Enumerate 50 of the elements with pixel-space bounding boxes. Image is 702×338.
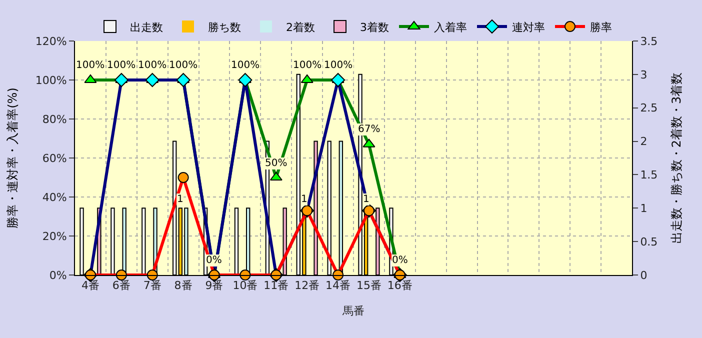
x-axis-title: 馬番	[342, 304, 364, 318]
legend-label: 3着数	[360, 20, 389, 34]
x-tick-label: 14番	[326, 279, 351, 292]
data-label: 100%	[324, 60, 353, 71]
data-label: 100%	[76, 60, 105, 71]
x-tick-label: 6番	[112, 279, 130, 292]
data-label: 0%	[206, 255, 222, 266]
data-label: 100%	[138, 60, 167, 71]
y2-tick-label: 0	[640, 268, 648, 282]
y-tick-label: 100%	[35, 74, 67, 87]
data-label: 100%	[231, 60, 260, 71]
x-tick-label: 15番	[356, 279, 382, 292]
y-tick-label: 120%	[35, 34, 67, 48]
y-tick-label: 40%	[42, 190, 67, 204]
data-label: 100%	[293, 60, 322, 71]
x-tick-label: 9番	[205, 279, 224, 292]
y-tick-label: 0%	[49, 268, 67, 282]
y2-axis-title: 出走数・勝ち数・2着数・3着数	[670, 72, 684, 244]
x-tick-label: 7番	[143, 279, 162, 292]
y-tick-label: 20%	[42, 230, 67, 243]
data-label: 1	[177, 194, 184, 205]
data-label: 100%	[107, 60, 136, 71]
legend-label: 連対率	[512, 20, 545, 34]
data-label: 67%	[358, 124, 380, 135]
y2-tick-label: 1.5	[640, 168, 658, 182]
legend-label: 2着数	[286, 20, 315, 34]
data-label: 1	[363, 194, 370, 205]
x-tick-label: 4番	[81, 279, 100, 292]
y2-tick-label: 2.5	[640, 102, 658, 115]
legend-label: 勝ち数	[208, 20, 241, 34]
legend-label: 出走数	[130, 20, 163, 34]
y-tick-label: 80%	[42, 112, 67, 126]
y2-tick-label: 2	[640, 135, 648, 148]
y2-tick-label: 0.5	[640, 235, 658, 248]
y-axis-title: 勝率・連対率・入着率(%)	[6, 88, 20, 228]
x-tick-label: 11番	[264, 279, 289, 292]
data-label: 1	[301, 194, 308, 205]
x-tick-label: 10番	[232, 279, 258, 292]
legend-label: 勝率	[590, 20, 612, 34]
y2-tick-label: 3.5	[640, 34, 658, 48]
x-tick-label: 12番	[294, 279, 320, 292]
y2-tick-label: 3	[640, 68, 648, 82]
y2-tick-label: 1	[640, 202, 648, 215]
x-tick-label: 16番	[387, 279, 412, 292]
x-tick-label: 8番	[174, 279, 192, 292]
y-tick-label: 60%	[42, 152, 67, 165]
legend-label: 入着率	[434, 20, 467, 34]
data-label: 100%	[169, 60, 198, 71]
data-label: 50%	[265, 158, 288, 169]
data-label: 0%	[392, 255, 408, 266]
